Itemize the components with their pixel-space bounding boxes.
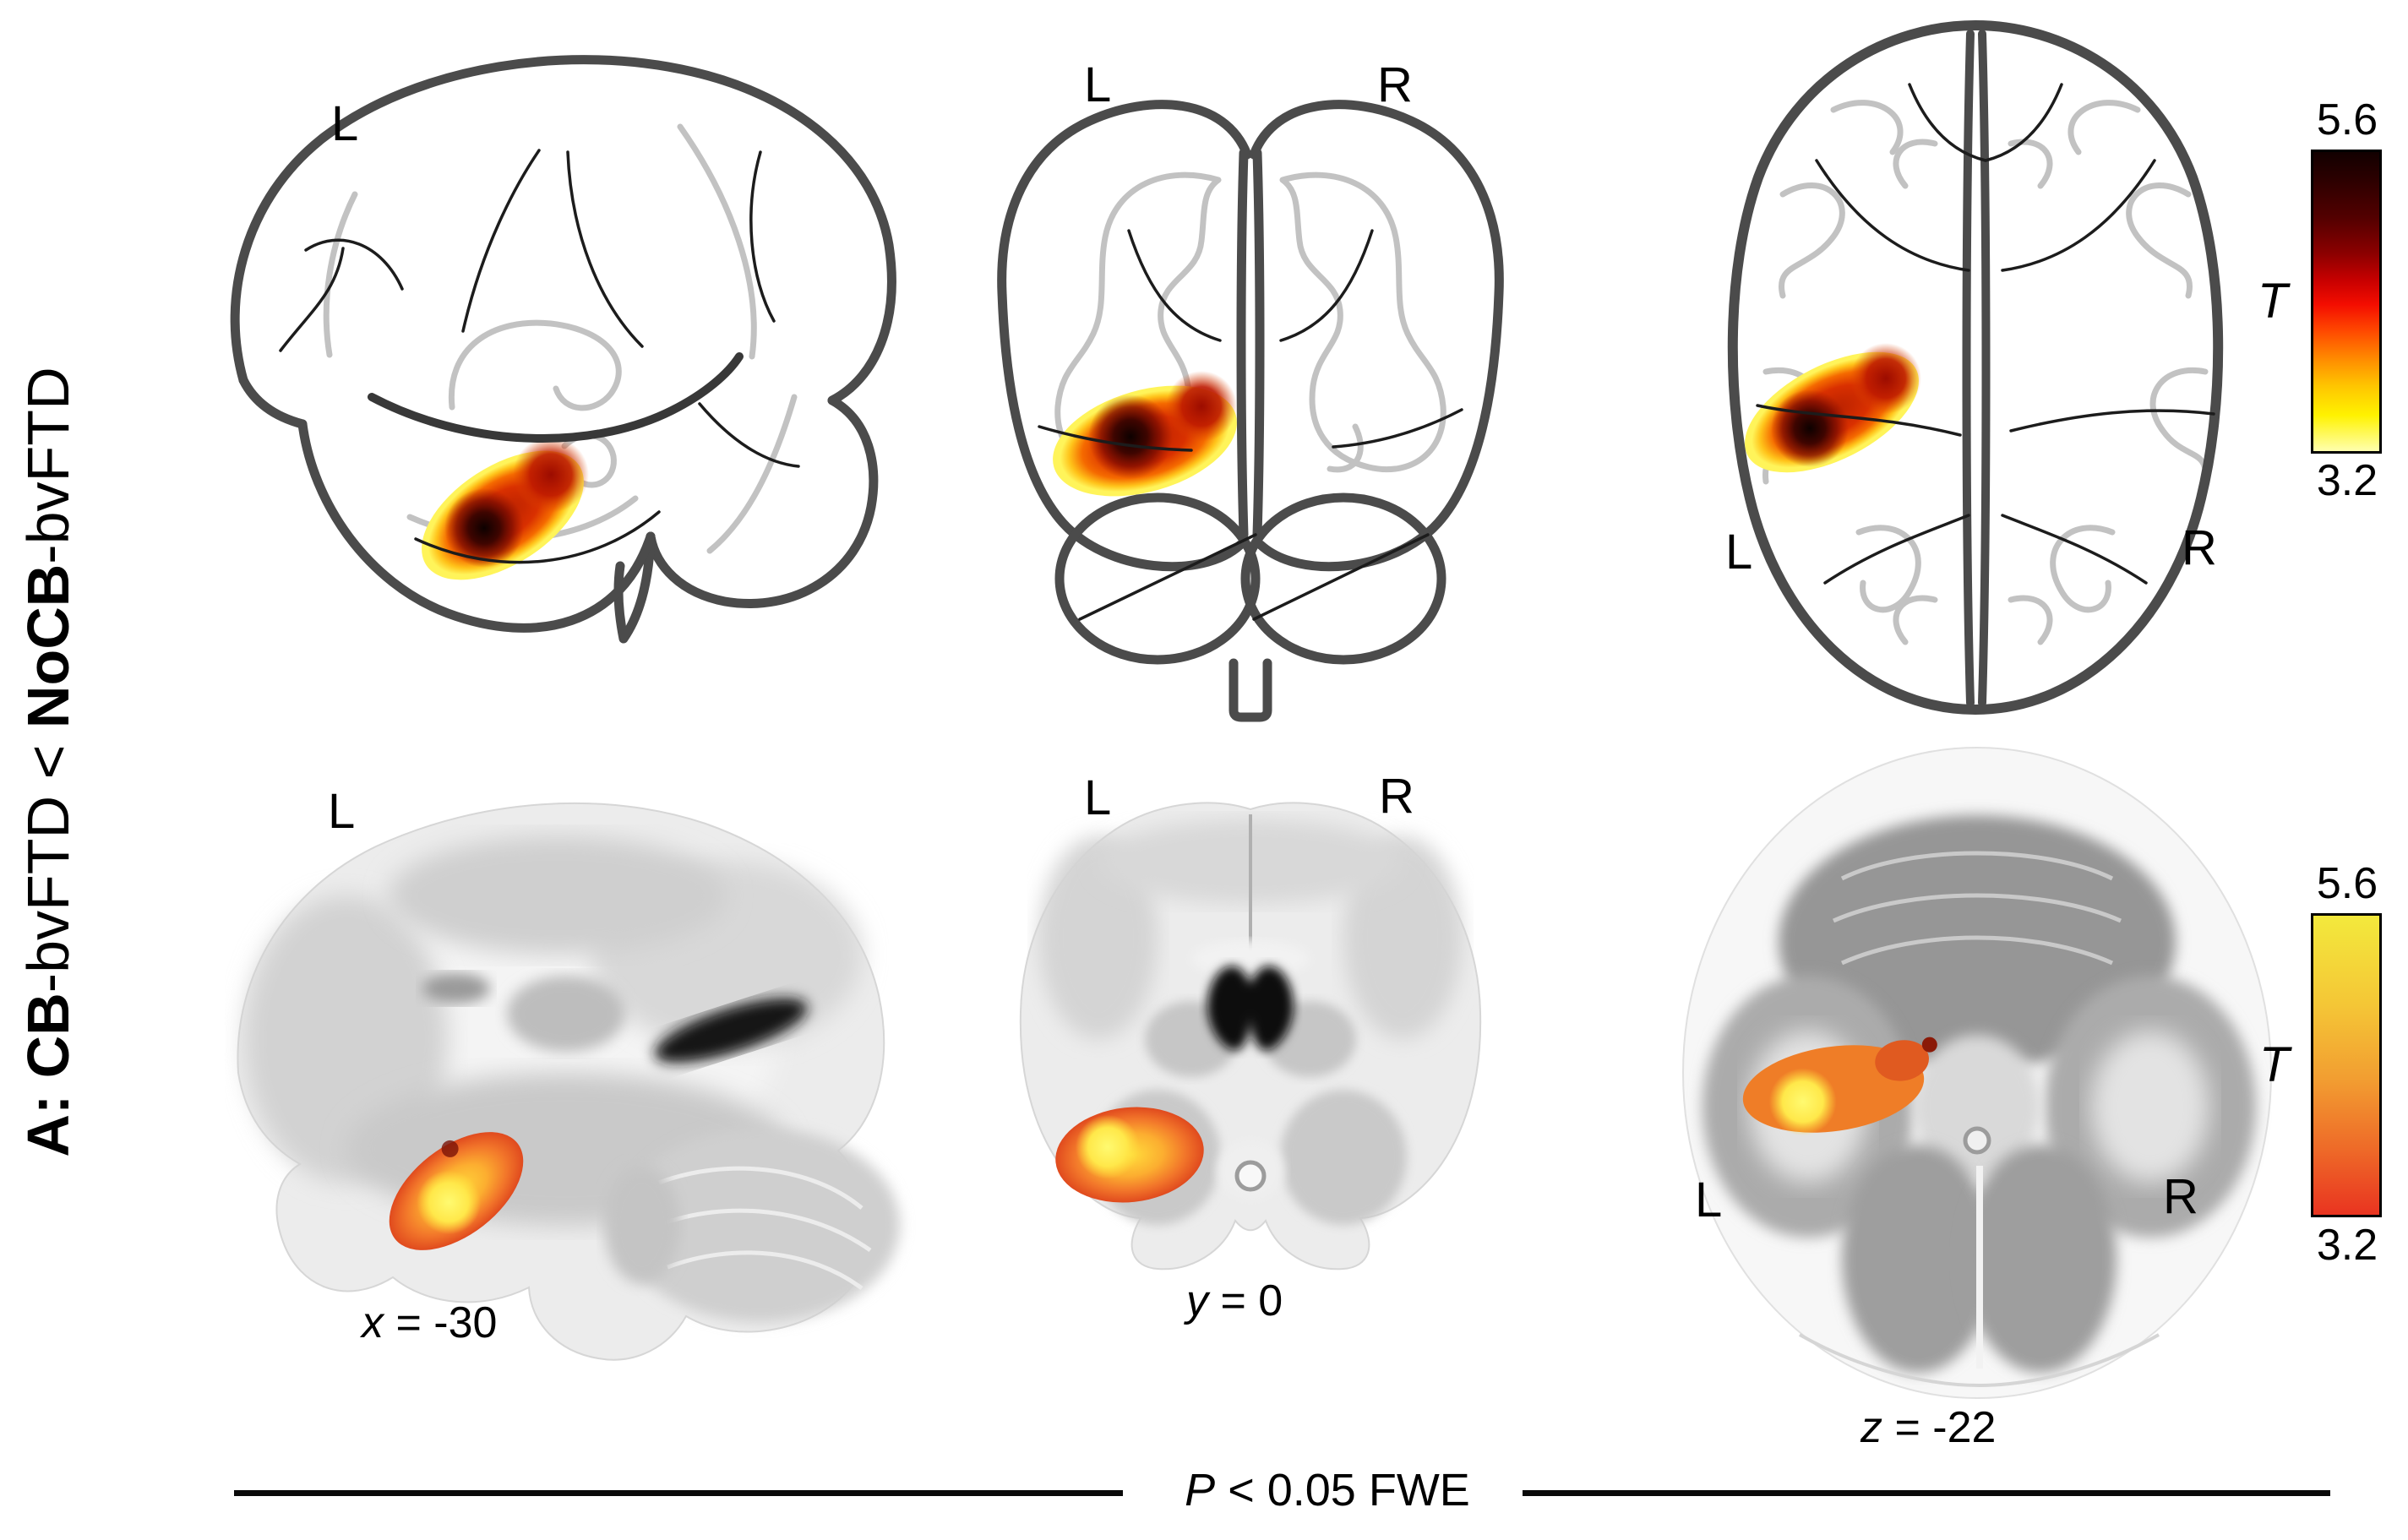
cerebellum	[621, 1128, 900, 1322]
brain-outline	[230, 55, 896, 644]
lateral-ventricles	[1207, 966, 1294, 1051]
t-statistic-colorbar-glass	[2311, 150, 2382, 454]
brainstem	[1914, 1035, 2040, 1178]
colorbar-min-value: 3.2	[2316, 456, 2378, 505]
colorbar-axis-label: T	[2259, 1037, 2290, 1092]
ventricle-dark-region	[654, 998, 808, 1064]
temporal-lobe-outline	[297, 419, 656, 633]
sulci-lines	[279, 149, 800, 564]
slice-coordinate-axial: z = -22	[1860, 1406, 1996, 1450]
coordinate-value: = 0	[1208, 1276, 1283, 1325]
activation-cluster	[422, 437, 589, 580]
orientation-label-left: L	[331, 96, 359, 151]
brain-outline	[1727, 20, 2224, 716]
sulci-lines	[1038, 229, 1463, 621]
activation-cluster	[1053, 371, 1237, 497]
sulci-lines	[1756, 83, 2215, 585]
anatomical-axial-slice-figure	[1682, 747, 2272, 1399]
orientation-label-left: L	[1084, 770, 1112, 825]
anatomical-coronal-slice-figure	[1019, 802, 1482, 1271]
orientation-label-right: R	[1377, 57, 1413, 112]
brainstem-outline	[1229, 658, 1272, 722]
cerebellum-fan	[1779, 815, 2176, 1069]
caption-rule-right	[1523, 1490, 2330, 1496]
coordinate-value: = -22	[1882, 1403, 1997, 1452]
coordinate-variable: y	[1186, 1276, 1208, 1325]
orientation-label-left: L	[328, 784, 356, 839]
midline-fissure	[1236, 148, 1265, 540]
contrast-bold-1: A: CB	[15, 993, 81, 1157]
coordinate-variable: x	[362, 1298, 384, 1347]
brain-outline	[997, 100, 1504, 722]
orientation-label-left: L	[1695, 1173, 1723, 1227]
threshold-caption: P < 0.05 FWE	[1138, 1467, 1517, 1513]
coordinate-value: = -30	[384, 1298, 498, 1347]
orientation-label-right: R	[2182, 520, 2217, 575]
glass-brain-sagittal-figure	[230, 55, 896, 644]
activation-cluster	[1742, 1037, 1937, 1136]
t-statistic-colorbar-slices	[2311, 913, 2382, 1217]
p-value-symbol: P	[1185, 1465, 1216, 1516]
orientation-label-right: R	[2163, 1169, 2198, 1224]
colorbar-min-value: 3.2	[2316, 1221, 2378, 1270]
brainstem	[604, 1166, 680, 1284]
threshold-text: < 0.05 FWE	[1215, 1465, 1470, 1516]
midline-fissure	[1962, 30, 1991, 707]
contrast-regular-2: -bvFTD	[15, 367, 81, 564]
orientation-label-right: R	[1379, 769, 1414, 824]
brain-tissue	[237, 802, 900, 1361]
contrast-title: A: CB-bvFTD < NoCB-bvFTD	[11, 234, 85, 1290]
colorbar-max-value: 5.6	[2316, 859, 2378, 908]
occipital-lobe-right	[1964, 1145, 2117, 1373]
cerebellum-outline	[646, 395, 879, 608]
orientation-label-left: L	[1084, 57, 1112, 112]
contrast-regular-1: -bvFTD <	[15, 728, 81, 993]
sylvian-fissure-line	[368, 352, 744, 443]
cerebellum-right	[1240, 492, 1446, 665]
anatomical-sagittal-slice-figure	[237, 802, 900, 1361]
slice-coordinate-sagittal: x = -30	[362, 1301, 497, 1345]
orientation-label-left: L	[1725, 525, 1753, 580]
cerebellum-left	[1054, 492, 1261, 665]
colorbar-axis-label: T	[2258, 274, 2288, 329]
brain-tissue	[1019, 802, 1482, 1271]
glass-brain-axial-figure	[1727, 20, 2224, 716]
activation-cluster	[1745, 343, 1921, 473]
activation-cluster	[389, 1132, 524, 1250]
colorbar-max-value: 5.6	[2316, 95, 2378, 144]
glass-brain-coronal-figure	[997, 100, 1504, 722]
activation-cluster	[1055, 1107, 1204, 1203]
coordinate-variable: z	[1860, 1403, 1882, 1452]
occipital-lobe-left	[1842, 1145, 1994, 1373]
slice-coordinate-coronal: y = 0	[1186, 1279, 1283, 1323]
contrast-bold-2: NoCB	[15, 563, 81, 729]
caption-rule-left	[234, 1490, 1123, 1496]
